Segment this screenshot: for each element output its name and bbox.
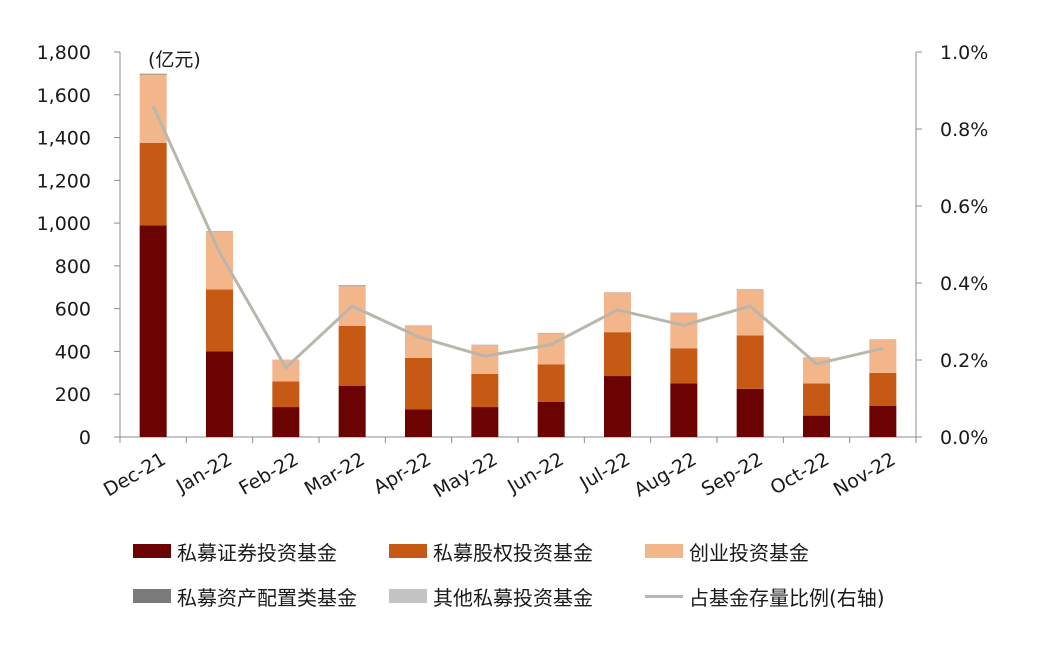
- legend-item-venture: 创业投资基金: [645, 536, 809, 566]
- bar-segment-1: [139, 142, 167, 226]
- legend-label-asset-allocation: 私募资产配置类基金: [177, 585, 357, 610]
- bar-segment-3: [338, 285, 366, 287]
- unit-label: (亿元): [148, 49, 201, 71]
- bar-segment-0: [604, 376, 631, 437]
- right-y-axis: 0.0% 0.2% 0.4% 0.6% 0.8% 1.0%: [915, 42, 988, 449]
- bar-segment-2: [471, 345, 499, 374]
- x-tick-label: Sep-22: [698, 448, 767, 500]
- bar-segment-1: [670, 348, 698, 384]
- x-tick-label: Dec-21: [100, 448, 170, 501]
- bar-segment-0: [803, 415, 830, 437]
- legend-label-venture: 创业投资基金: [689, 540, 809, 565]
- right-tick-label: 0.0%: [940, 427, 988, 449]
- bar-segment-0: [338, 385, 366, 437]
- bar-segment-0: [670, 383, 698, 437]
- ratio-polyline: [151, 105, 884, 370]
- legend-item-securities: 私募证券投资基金: [133, 536, 337, 566]
- x-tick-label: Jul-22: [575, 448, 634, 495]
- bar-segment-0: [736, 388, 764, 437]
- right-tick-label: 0.8%: [940, 119, 988, 141]
- ratio-line: [151, 105, 884, 370]
- bar-segment-1: [206, 289, 233, 352]
- chart: 0 200 400 600 800 1,000 1,200 1,400 1,600 1,800 0…: [37, 42, 989, 502]
- x-tick-label: Jan-22: [172, 448, 236, 498]
- bar-segment-0: [206, 351, 233, 437]
- legend-label-equity: 私募股权投资基金: [433, 540, 593, 565]
- bar-segment-0: [537, 401, 565, 437]
- bar-segment-0: [272, 407, 300, 437]
- x-tick-label: Apr-22: [370, 448, 435, 498]
- x-tick-label: Aug-22: [630, 448, 700, 501]
- bar-segment-3: [139, 73, 167, 75]
- bar-segment-2: [537, 333, 565, 365]
- x-tick-label: May-22: [430, 448, 502, 502]
- bars: [139, 73, 897, 437]
- legend-swatch-securities: [133, 544, 171, 558]
- left-y-axis: 0 200 400 600 800 1,000 1,200 1,400 1,600 1,800: [37, 42, 121, 449]
- legend-swatch-equity: [389, 544, 427, 558]
- left-tick-label: 1,600: [37, 85, 91, 107]
- legend-label-ratio: 占基金存量比例(右轴): [689, 585, 885, 610]
- left-tick-label: 200: [55, 384, 91, 406]
- right-tick-label: 0.4%: [940, 273, 988, 295]
- legend-swatch-ratio: [645, 594, 683, 598]
- bar-segment-1: [803, 383, 830, 416]
- legend-item-equity: 私募股权投资基金: [389, 536, 593, 566]
- x-tick-label: Feb-22: [235, 448, 302, 499]
- legend-item-asset-allocation: 私募资产配置类基金: [133, 581, 357, 611]
- bar-segment-2: [869, 339, 897, 373]
- left-tick-label: 400: [55, 341, 91, 363]
- bar-segment-0: [471, 407, 499, 437]
- x-tick-label: Oct-22: [767, 448, 833, 499]
- left-tick-label: 800: [55, 256, 91, 278]
- bar-segment-2: [670, 312, 698, 349]
- x-tick-label: Nov-22: [830, 448, 900, 501]
- bar-segment-1: [405, 357, 432, 410]
- left-tick-label: 1,000: [37, 213, 91, 235]
- legend: 私募证券投资基金 私募股权投资基金 创业投资基金 私募资产配置类基金 其他私募投…: [133, 536, 933, 626]
- bar-segment-0: [869, 405, 897, 437]
- left-tick-label: 1,400: [37, 128, 91, 150]
- bar-segment-1: [272, 381, 300, 408]
- legend-label-securities: 私募证券投资基金: [177, 540, 337, 565]
- legend-swatch-venture: [645, 544, 683, 558]
- left-tick-label: 1,200: [37, 170, 91, 192]
- left-tick-label: 0: [79, 427, 91, 449]
- x-tick-label: Jun-22: [503, 448, 567, 498]
- bar-segment-0: [405, 409, 432, 437]
- right-tick-label: 1.0%: [940, 42, 988, 64]
- legend-item-ratio: 占基金存量比例(右轴): [645, 581, 885, 611]
- bar-segment-1: [471, 373, 499, 408]
- bar-segment-2: [206, 231, 233, 290]
- bar-segment-1: [604, 332, 631, 377]
- legend-swatch-asset-allocation: [133, 589, 171, 603]
- x-tick-label: Mar-22: [301, 448, 369, 500]
- left-tick-label: 1,800: [37, 42, 91, 64]
- bar-segment-1: [338, 325, 366, 386]
- bar-segment-2: [405, 325, 432, 358]
- bar-segment-1: [869, 372, 897, 406]
- legend-label-other: 其他私募投资基金: [433, 585, 593, 610]
- legend-swatch-other: [389, 589, 427, 603]
- bar-segment-0: [139, 225, 167, 437]
- bar-segment-1: [736, 335, 764, 389]
- legend-item-other: 其他私募投资基金: [389, 581, 593, 611]
- right-tick-label: 0.6%: [940, 196, 988, 218]
- left-tick-label: 600: [55, 299, 91, 321]
- bar-segment-2: [272, 360, 300, 382]
- right-tick-label: 0.2%: [940, 350, 988, 372]
- bar-segment-1: [537, 364, 565, 402]
